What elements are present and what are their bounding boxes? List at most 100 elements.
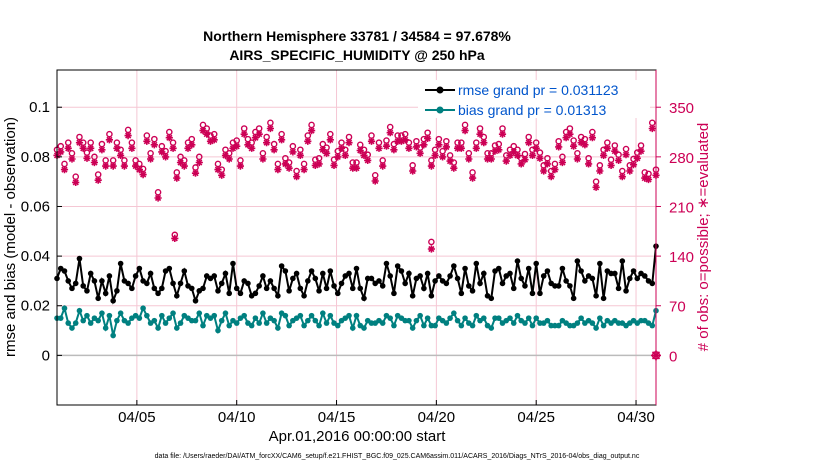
obs-evaluated-marker: [498, 130, 507, 138]
obs-evaluated-marker: [585, 160, 593, 168]
obs-evaluated-marker: [611, 147, 619, 155]
rmse-point: [544, 268, 551, 274]
bias-point: [451, 310, 457, 316]
obs-evaluated-marker: [337, 144, 346, 152]
obs-evaluated-marker: [401, 136, 409, 144]
obs-evaluated-marker: [375, 144, 383, 152]
rmse-point: [99, 278, 105, 284]
obs-evaluated-marker: [461, 127, 469, 135]
rmse-point: [106, 273, 113, 279]
bias-point: [447, 315, 453, 321]
rmse-point: [256, 283, 262, 289]
obs-evaluated-marker: [483, 155, 492, 163]
bias-point: [413, 317, 420, 324]
bias-point: [297, 312, 304, 319]
obs-evaluated-marker: [285, 164, 293, 172]
rmse-point: [320, 270, 326, 277]
obs-evaluated-marker: [162, 153, 170, 161]
obs-evaluated-marker: [75, 139, 84, 147]
obs-evaluated-marker: [603, 144, 611, 152]
obs-evaluated-marker: [367, 137, 376, 145]
bias-point: [597, 315, 603, 321]
obs-evaluated-marker: [454, 144, 462, 152]
rmse-point: [394, 263, 401, 269]
x-tick-label: 04/05: [118, 409, 156, 426]
obs-evaluated-marker: [416, 149, 424, 157]
bias-point: [443, 320, 450, 326]
bias-point: [391, 322, 397, 329]
obs-evaluated-marker: [581, 141, 589, 149]
rmse-point: [626, 275, 633, 282]
obs-evaluated-marker: [165, 134, 173, 142]
rmse-point: [466, 283, 472, 289]
obs-evaluated-marker: [180, 162, 188, 170]
bias-point: [84, 312, 90, 319]
rmse-point: [174, 293, 180, 299]
rmse-point: [387, 273, 393, 279]
rmse-point: [192, 297, 199, 304]
obs-evaluated-marker: [521, 156, 529, 164]
obs-evaluated-marker: [154, 194, 162, 202]
obs-evaluated-marker: [360, 151, 368, 159]
rmse-point: [391, 290, 397, 297]
rmse-point: [480, 270, 487, 277]
bias-point: [544, 317, 551, 324]
rmse-point: [331, 283, 337, 289]
bias-point: [241, 312, 247, 319]
y-right-tick-label: 0: [669, 348, 677, 365]
rmse-point: [87, 270, 94, 277]
obs-evaluated-marker: [506, 151, 514, 159]
obs-evaluated-marker: [94, 176, 102, 184]
obs-evaluated-marker: [528, 151, 537, 159]
rmse-point: [428, 293, 435, 299]
rmse-point: [510, 285, 517, 292]
bias-point: [417, 312, 423, 319]
rmse-point: [473, 260, 480, 267]
bias-point: [574, 320, 581, 326]
rmse-point: [514, 258, 521, 264]
obs-evaluated-marker: [439, 153, 447, 161]
bias-point: [286, 322, 292, 329]
obs-evaluated-marker: [371, 177, 379, 185]
rmse-point: [488, 295, 495, 302]
rmse-point: [458, 290, 465, 297]
bias-point: [514, 312, 521, 319]
obs-evaluated-marker: [596, 167, 604, 175]
rmse-point: [263, 285, 270, 292]
rmse-point: [260, 273, 266, 279]
obs-evaluated-marker: [304, 137, 312, 145]
bias-point: [140, 305, 146, 312]
bias-point: [312, 317, 319, 324]
obs-evaluated-marker: [135, 166, 143, 174]
rmse-point: [353, 265, 360, 272]
obs-evaluated-marker: [173, 174, 181, 182]
rmse-point: [129, 285, 135, 292]
obs-evaluated-marker: [420, 141, 428, 149]
obs-evaluated-marker: [98, 146, 106, 154]
bias-point: [162, 320, 169, 326]
obs-evaluated-marker: [195, 158, 203, 167]
obs-evaluated-marker: [517, 160, 525, 168]
obs-evaluated-marker: [248, 144, 256, 152]
rmse-point: [522, 283, 528, 289]
obs-evaluated-marker: [171, 234, 179, 242]
rmse-point: [102, 290, 109, 297]
y-left-tick-label: 0: [42, 347, 50, 364]
obs-evaluated-marker: [364, 156, 372, 164]
legend-rmse-marker: [436, 86, 444, 94]
obs-evaluated-marker: [510, 148, 518, 156]
obs-evaluated-marker: [555, 143, 563, 151]
rmse-point: [170, 280, 176, 287]
obs-evaluated-marker: [244, 141, 252, 149]
rmse-point: [533, 260, 539, 267]
bias-point: [458, 322, 465, 329]
obs-evaluated-marker: [457, 144, 465, 152]
rmse-point: [181, 268, 188, 274]
obs-evaluated-marker: [218, 171, 226, 179]
rmse-point: [177, 280, 184, 287]
obs-evaluated-marker: [465, 155, 473, 163]
bias-point: [174, 325, 180, 331]
rmse-point: [589, 275, 596, 282]
bias-point: [252, 315, 259, 321]
obs-evaluated-marker: [326, 136, 334, 144]
